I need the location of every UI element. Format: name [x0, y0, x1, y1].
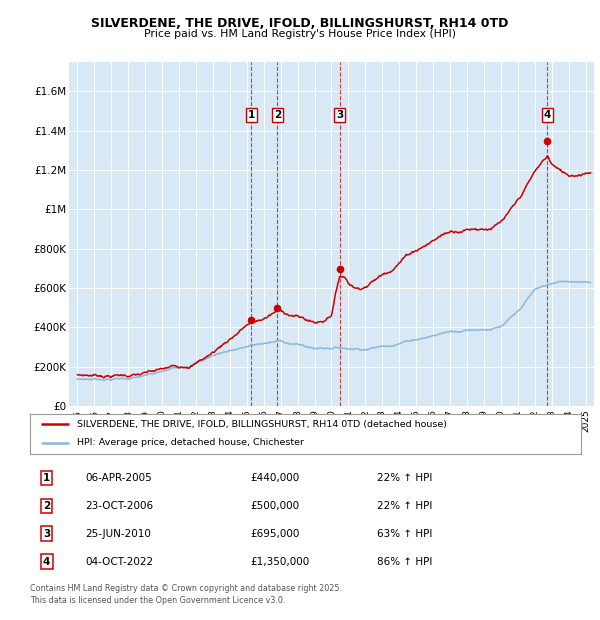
Text: HPI: Average price, detached house, Chichester: HPI: Average price, detached house, Chic… [77, 438, 304, 448]
Text: 22% ↑ HPI: 22% ↑ HPI [377, 501, 433, 511]
Text: 4: 4 [43, 557, 50, 567]
Text: 22% ↑ HPI: 22% ↑ HPI [377, 473, 433, 483]
Text: 1: 1 [248, 110, 255, 120]
Text: £440,000: £440,000 [250, 473, 299, 483]
Text: Contains HM Land Registry data © Crown copyright and database right 2025.
This d: Contains HM Land Registry data © Crown c… [30, 584, 342, 605]
Text: SILVERDENE, THE DRIVE, IFOLD, BILLINGSHURST, RH14 0TD: SILVERDENE, THE DRIVE, IFOLD, BILLINGSHU… [91, 17, 509, 30]
Text: 2: 2 [274, 110, 281, 120]
Text: SILVERDENE, THE DRIVE, IFOLD, BILLINGSHURST, RH14 0TD (detached house): SILVERDENE, THE DRIVE, IFOLD, BILLINGSHU… [77, 420, 447, 429]
Text: 25-JUN-2010: 25-JUN-2010 [85, 529, 151, 539]
Text: 1: 1 [43, 473, 50, 483]
Text: 63% ↑ HPI: 63% ↑ HPI [377, 529, 433, 539]
Text: 2: 2 [43, 501, 50, 511]
Text: 4: 4 [544, 110, 551, 120]
Text: 04-OCT-2022: 04-OCT-2022 [85, 557, 153, 567]
Text: Price paid vs. HM Land Registry's House Price Index (HPI): Price paid vs. HM Land Registry's House … [144, 29, 456, 39]
Text: £695,000: £695,000 [250, 529, 299, 539]
Text: 06-APR-2005: 06-APR-2005 [85, 473, 152, 483]
Text: 3: 3 [336, 110, 343, 120]
Text: £1,350,000: £1,350,000 [250, 557, 310, 567]
Text: 86% ↑ HPI: 86% ↑ HPI [377, 557, 433, 567]
Text: 23-OCT-2006: 23-OCT-2006 [85, 501, 153, 511]
Text: 3: 3 [43, 529, 50, 539]
Text: £500,000: £500,000 [250, 501, 299, 511]
